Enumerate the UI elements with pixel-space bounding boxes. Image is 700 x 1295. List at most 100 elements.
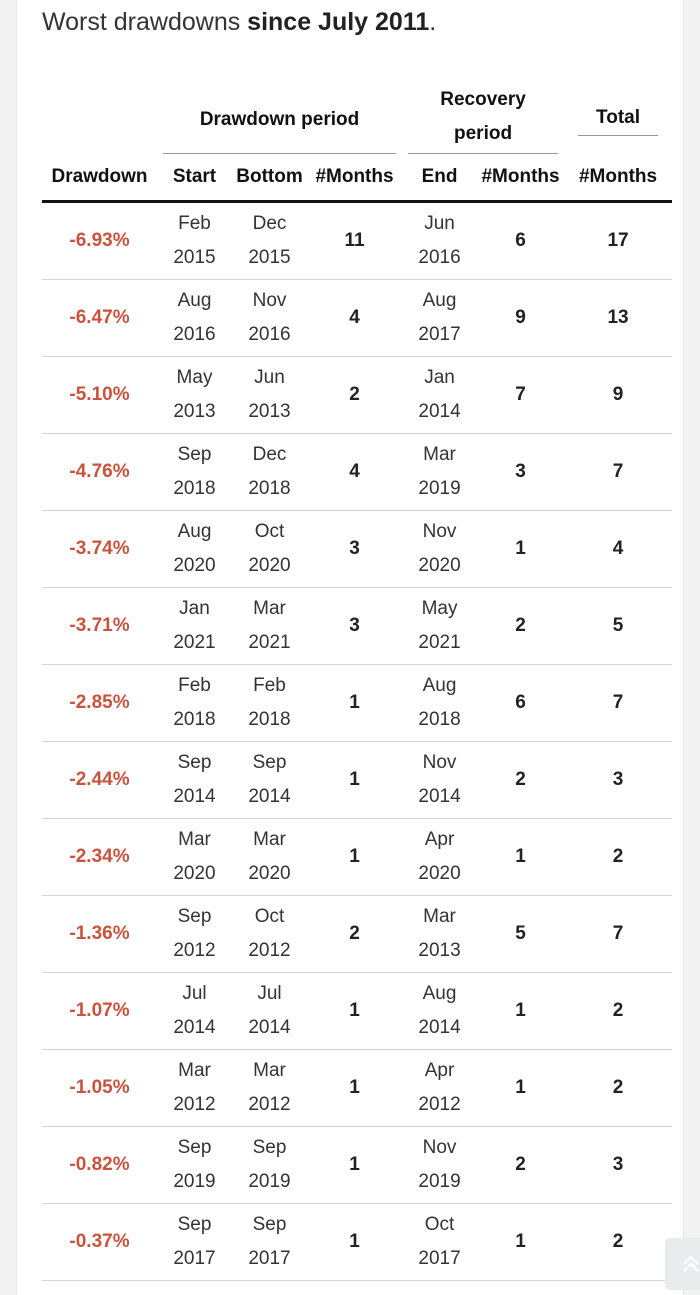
total-months: 2 <box>564 972 673 1050</box>
heading-suffix: . <box>429 8 437 36</box>
month-text: Apr <box>424 1060 455 1081</box>
end-date: Jan 2014 <box>402 356 478 434</box>
month-text: Mar <box>253 1060 286 1081</box>
drawdown-value: -4.76% <box>42 433 157 511</box>
drawdown-months: 4 <box>307 279 403 357</box>
year-text: 2021 <box>248 632 291 653</box>
total-months: 2 <box>564 1203 673 1281</box>
start-date: Mar 2012 <box>157 1049 232 1127</box>
bottom-date: Sep 2017 <box>232 1203 307 1281</box>
bottom-date: Jun 2013 <box>232 356 307 434</box>
drawdown-value: -0.82% <box>42 1126 157 1204</box>
year-text: 2014 <box>418 786 461 807</box>
month-text: Sep <box>177 752 212 773</box>
end-date: May 2021 <box>402 587 478 665</box>
month-text: Sep <box>177 1214 212 1235</box>
year-text: 2012 <box>173 1094 216 1115</box>
drawdown-months: 1 <box>307 1049 403 1127</box>
year-text: 2015 <box>248 247 291 268</box>
drawdown-months: 1 <box>307 1203 403 1281</box>
bottom-date: Feb 2018 <box>232 664 307 742</box>
month-text: Aug <box>422 675 457 696</box>
month-text: Mar <box>253 598 286 619</box>
end-date: Jun 2016 <box>402 201 478 280</box>
drawdowns-table: Drawdown period Recovery period Total Dr… <box>42 82 673 1281</box>
month-text: Dec <box>252 444 287 465</box>
col-end: End <box>402 154 478 203</box>
heading-bold-text: since July 2011 <box>247 8 430 36</box>
total-months: 17 <box>564 201 673 280</box>
end-date: Mar 2013 <box>402 895 478 973</box>
month-text: Oct <box>254 906 285 927</box>
month-text: Sep <box>252 752 287 773</box>
drawdown-value: -2.44% <box>42 741 157 819</box>
recovery-months: 1 <box>477 510 565 588</box>
month-text: Nov <box>422 521 457 542</box>
year-text: 2017 <box>173 1248 216 1269</box>
table-row: -6.47% Aug 2016 Nov 2016 4 Aug 2017 9 13 <box>42 279 673 357</box>
total-months: 7 <box>564 664 673 742</box>
end-date: Apr 2012 <box>402 1049 478 1127</box>
year-text: 2020 <box>173 863 216 884</box>
total-months: 5 <box>564 587 673 665</box>
year-text: 2019 <box>418 478 461 499</box>
end-date: Nov 2019 <box>402 1126 478 1204</box>
page-heading: Worst drawdowns since July 2011. <box>42 8 436 37</box>
double-chevron-up-icon <box>683 1255 699 1272</box>
total-months: 7 <box>564 433 673 511</box>
year-text: 2014 <box>418 1017 461 1038</box>
column-header-row: Drawdown Start Bottom #Months End #Month… <box>42 154 673 203</box>
year-text: 2018 <box>418 709 461 730</box>
recovery-months: 2 <box>477 1126 565 1204</box>
month-text: Mar <box>178 1060 211 1081</box>
scroll-to-top-button[interactable] <box>665 1238 700 1290</box>
table-row: -4.76% Sep 2018 Dec 2018 4 Mar 2019 3 7 <box>42 433 673 511</box>
col-start: Start <box>157 154 232 203</box>
year-text: 2015 <box>173 247 216 268</box>
year-text: 2014 <box>248 786 291 807</box>
year-text: 2012 <box>173 940 216 961</box>
bottom-date: Mar 2020 <box>232 818 307 896</box>
recovery-months: 2 <box>477 587 565 665</box>
col-drawdown-months: #Months <box>307 154 403 203</box>
table-row: -2.34% Mar 2020 Mar 2020 1 Apr 2020 1 2 <box>42 818 673 896</box>
drawdown-value: -6.93% <box>42 201 157 280</box>
drawdown-value: -5.10% <box>42 356 157 434</box>
year-text: 2019 <box>173 1171 216 1192</box>
total-months: 7 <box>564 895 673 973</box>
recovery-months: 9 <box>477 279 565 357</box>
drawdown-value: -1.07% <box>42 972 157 1050</box>
year-text: 2016 <box>173 324 216 345</box>
year-text: 2014 <box>173 786 216 807</box>
table-row: -3.74% Aug 2020 Oct 2020 3 Nov 2020 1 4 <box>42 510 673 588</box>
recovery-months: 1 <box>477 1203 565 1281</box>
month-text: Sep <box>177 1137 212 1158</box>
year-text: 2013 <box>248 401 291 422</box>
drawdown-months: 1 <box>307 1126 403 1204</box>
table-row: -2.44% Sep 2014 Sep 2014 1 Nov 2014 2 3 <box>42 741 673 819</box>
col-recovery-months: #Months <box>477 154 565 203</box>
drawdown-value: -0.37% <box>42 1203 157 1281</box>
year-text: 2019 <box>418 1171 461 1192</box>
recovery-months: 7 <box>477 356 565 434</box>
month-text: Mar <box>178 829 211 850</box>
recovery-months: 1 <box>477 818 565 896</box>
table-row: -6.93% Feb 2015 Dec 2015 11 Jun 2016 6 17 <box>42 201 673 280</box>
month-text: Aug <box>422 290 457 311</box>
bottom-date: Oct 2012 <box>232 895 307 973</box>
month-text: Nov <box>422 752 457 773</box>
year-text: 2021 <box>173 632 216 653</box>
drawdown-value: -1.05% <box>42 1049 157 1127</box>
bottom-date: Dec 2015 <box>232 201 307 280</box>
drawdown-months: 1 <box>307 972 403 1050</box>
table-row: -0.82% Sep 2019 Sep 2019 1 Nov 2019 2 3 <box>42 1126 673 1204</box>
year-text: 2014 <box>248 1017 291 1038</box>
year-text: 2018 <box>173 709 216 730</box>
month-text: Mar <box>253 829 286 850</box>
year-text: 2014 <box>418 401 461 422</box>
col-bottom: Bottom <box>232 154 307 203</box>
table-row: -1.07% Jul 2014 Jul 2014 1 Aug 2014 1 2 <box>42 972 673 1050</box>
start-date: Feb 2015 <box>157 201 232 280</box>
total-months: 9 <box>564 356 673 434</box>
year-text: 2018 <box>173 478 216 499</box>
